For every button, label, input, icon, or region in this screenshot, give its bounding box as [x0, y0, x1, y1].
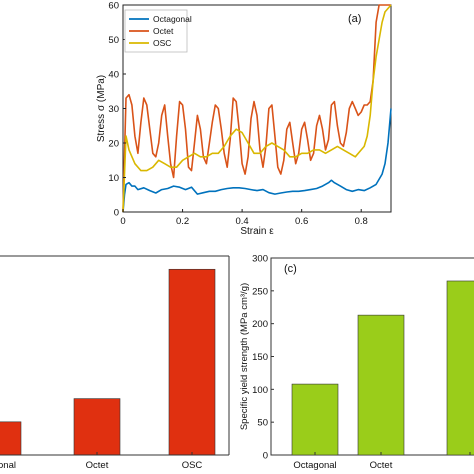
- bar-octet: [357, 314, 405, 456]
- bar-octet: [73, 398, 121, 456]
- panel-c-label: (c): [284, 263, 297, 275]
- x-tick-label: 0.2: [176, 216, 189, 227]
- x-tick-label: Octagonal: [293, 460, 336, 471]
- panel-c-bar-chart: 0 50 100 150 200 250 300 Octagonal Octet (c) Sp…: [239, 254, 474, 471]
- panel-a-label: (a): [348, 13, 361, 25]
- series-line-osc: [122, 4, 392, 213]
- y-tick-label: 200: [252, 319, 268, 330]
- y-tick-label: 40: [108, 70, 119, 81]
- panel-a-y-ticks: 0 10 20 30 40 50 60: [108, 1, 126, 219]
- legend-label-osc: OSC: [153, 38, 171, 48]
- y-tick-label: 150: [252, 352, 268, 363]
- y-tick-label: 30: [108, 104, 119, 115]
- bar-octagonal: [0, 421, 22, 456]
- y-tick-label: 0: [114, 208, 119, 219]
- x-tick-label: 0.6: [295, 216, 308, 227]
- panel-c-y-ticks: 0 50 100 150 200 250 300: [252, 254, 274, 462]
- legend-label-octet: Octet: [153, 26, 174, 36]
- y-tick-label: 250: [252, 286, 268, 297]
- panel-a-stress-strain-chart: 0 10 20 30 40 50 60 0 0.2 0.4 0.6 0.8 (a) Strain ε…: [96, 1, 392, 237]
- y-tick-label: 100: [252, 385, 268, 396]
- bar-octagonal: [291, 383, 339, 456]
- panel-c-y-axis-label: Specific yield strength (MPa cm³/g): [239, 283, 250, 430]
- x-tick-label: 0.4: [236, 216, 249, 227]
- y-tick-label: 50: [257, 418, 268, 429]
- x-tick-label: 0.8: [355, 216, 368, 227]
- legend-label-octagonal: Octagonal: [153, 14, 192, 24]
- panel-c-x-ticks: Octagonal Octet: [293, 452, 471, 471]
- y-tick-label: 50: [108, 35, 119, 46]
- y-tick-label: 300: [252, 254, 268, 265]
- panel-c-bars: [291, 280, 474, 456]
- bar-osc: [446, 280, 474, 456]
- y-tick-label: 10: [108, 173, 119, 184]
- panel-a-y-axis-label: Stress σ (MPa): [96, 75, 107, 142]
- x-tick-label: ctagonal: [0, 460, 16, 471]
- y-tick-label: 20: [108, 139, 119, 150]
- panel-a-series-lines: [122, 4, 392, 213]
- y-tick-label: 60: [108, 1, 119, 12]
- series-line-octagonal: [122, 108, 392, 213]
- panel-b-bars: [0, 268, 216, 456]
- panel-b-bar-chart: ctagonal Octet OSC: [0, 255, 230, 471]
- panel-a-legend: Octagonal Octet OSC: [124, 9, 192, 53]
- bar-osc: [168, 268, 216, 456]
- panel-a-x-axis-label: Strain ε: [240, 226, 274, 237]
- y-tick-label: 0: [263, 451, 268, 462]
- series-line-octet: [122, 4, 391, 213]
- x-tick-label: Octet: [86, 460, 109, 471]
- x-tick-label: OSC: [182, 460, 203, 471]
- x-tick-label: Octet: [370, 460, 393, 471]
- x-tick-label: 0: [120, 216, 125, 227]
- panel-a-x-ticks: 0 0.2 0.4 0.6 0.8: [120, 209, 368, 227]
